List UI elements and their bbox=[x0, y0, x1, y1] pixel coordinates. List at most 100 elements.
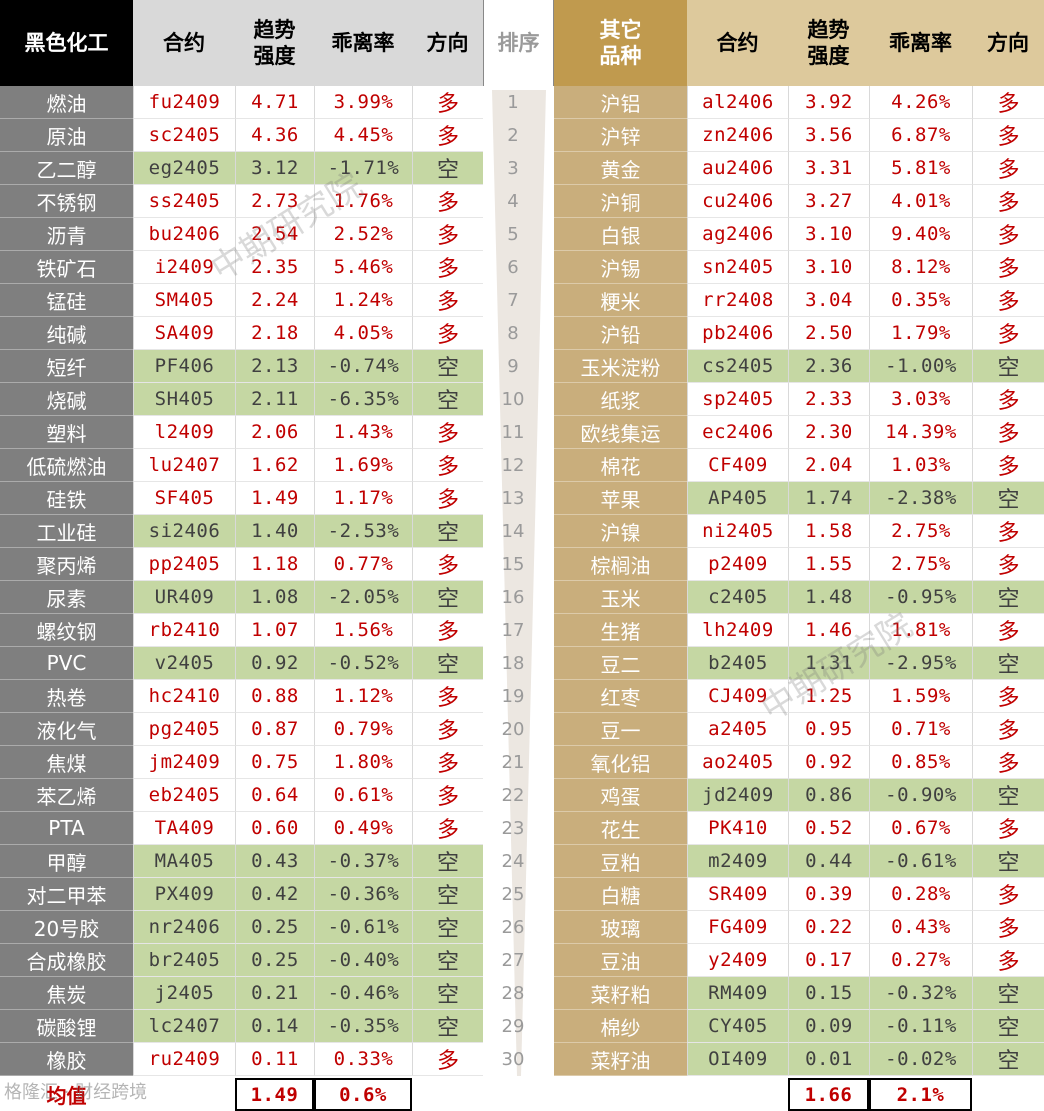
trend-cell: 0.14 bbox=[235, 1010, 314, 1043]
contract-cell: y2409 bbox=[687, 944, 788, 977]
contract-cell: SF405 bbox=[133, 482, 235, 515]
trend-cell: 0.86 bbox=[788, 779, 869, 812]
trend-cell: 0.17 bbox=[788, 944, 869, 977]
deviation-cell: -2.38% bbox=[869, 482, 972, 515]
deviation-cell: 2.52% bbox=[314, 218, 412, 251]
contract-cell: CF409 bbox=[687, 449, 788, 482]
commodity-name: 沪镍 bbox=[554, 515, 687, 548]
trend-cell: 1.40 bbox=[235, 515, 314, 548]
deviation-cell: 2.75% bbox=[869, 515, 972, 548]
trend-cell: 2.30 bbox=[788, 416, 869, 449]
contract-cell: j2405 bbox=[133, 977, 235, 1010]
direction-cell: 空 bbox=[972, 1043, 1044, 1076]
contract-cell: lc2407 bbox=[133, 1010, 235, 1043]
rank-cell: 19 bbox=[501, 686, 525, 707]
contract-cell: TA409 bbox=[133, 812, 235, 845]
deviation-cell: 9.40% bbox=[869, 218, 972, 251]
contract-cell: SR409 bbox=[687, 878, 788, 911]
direction-cell: 空 bbox=[412, 845, 483, 878]
trend-cell: 0.92 bbox=[788, 746, 869, 779]
commodity-name: 玉米淀粉 bbox=[554, 350, 687, 383]
deviation-cell: 1.24% bbox=[314, 284, 412, 317]
average-right-trend: 1.66 bbox=[788, 1078, 869, 1111]
deviation-cell: -0.61% bbox=[314, 911, 412, 944]
direction-cell: 多 bbox=[972, 680, 1044, 713]
rank-cell: 21 bbox=[501, 752, 525, 773]
deviation-cell: 1.79% bbox=[869, 317, 972, 350]
deviation-cell: -0.35% bbox=[314, 1010, 412, 1043]
deviation-cell: 0.43% bbox=[869, 911, 972, 944]
rank-cell: 6 bbox=[507, 257, 519, 278]
direction-cell: 空 bbox=[972, 779, 1044, 812]
contract-cell: al2406 bbox=[687, 86, 788, 119]
commodity-name: 菜籽油 bbox=[554, 1043, 687, 1076]
deviation-cell: 0.33% bbox=[314, 1043, 412, 1076]
trend-cell: 2.24 bbox=[235, 284, 314, 317]
contract-cell: pp2405 bbox=[133, 548, 235, 581]
deviation-cell: -0.02% bbox=[869, 1043, 972, 1076]
direction-cell: 空 bbox=[412, 647, 483, 680]
rank-cell: 18 bbox=[501, 653, 525, 674]
trend-cell: 2.73 bbox=[235, 185, 314, 218]
commodity-name: 合成橡胶 bbox=[0, 944, 133, 977]
deviation-cell: 0.61% bbox=[314, 779, 412, 812]
deviation-cell: -1.00% bbox=[869, 350, 972, 383]
direction-cell: 空 bbox=[412, 878, 483, 911]
direction-cell: 多 bbox=[412, 746, 483, 779]
rank-cell: 26 bbox=[501, 917, 525, 938]
average-left-deviation: 0.6% bbox=[314, 1078, 412, 1111]
commodity-name: 生猪 bbox=[554, 614, 687, 647]
direction-cell: 空 bbox=[972, 482, 1044, 515]
deviation-cell: 0.77% bbox=[314, 548, 412, 581]
commodity-name: 菜籽粕 bbox=[554, 977, 687, 1010]
trend-cell: 1.46 bbox=[788, 614, 869, 647]
trend-cell: 0.60 bbox=[235, 812, 314, 845]
deviation-cell: 1.76% bbox=[314, 185, 412, 218]
direction-cell: 多 bbox=[412, 548, 483, 581]
contract-cell: cs2405 bbox=[687, 350, 788, 383]
contract-header-right: 合约 bbox=[687, 0, 788, 86]
deviation-cell: 0.79% bbox=[314, 713, 412, 746]
deviation-cell: -0.11% bbox=[869, 1010, 972, 1043]
commodity-name: 沥青 bbox=[0, 218, 133, 251]
commodity-name: 乙二醇 bbox=[0, 152, 133, 185]
contract-cell: FG409 bbox=[687, 911, 788, 944]
trend-cell: 1.48 bbox=[788, 581, 869, 614]
trend-header-right: 趋势 强度 bbox=[788, 0, 869, 86]
rank-cell: 17 bbox=[501, 620, 525, 641]
commodity-name: 纯碱 bbox=[0, 317, 133, 350]
trend-cell: 3.04 bbox=[788, 284, 869, 317]
rank-cell: 28 bbox=[501, 983, 525, 1004]
commodity-name: 硅铁 bbox=[0, 482, 133, 515]
trend-cell: 0.52 bbox=[788, 812, 869, 845]
trend-cell: 2.50 bbox=[788, 317, 869, 350]
contract-header: 合约 bbox=[133, 0, 235, 86]
rank-cell: 22 bbox=[501, 785, 525, 806]
deviation-cell: -0.32% bbox=[869, 977, 972, 1010]
direction-cell: 多 bbox=[412, 416, 483, 449]
trend-cell: 0.39 bbox=[788, 878, 869, 911]
trend-cell: 2.35 bbox=[235, 251, 314, 284]
commodity-name: 豆二 bbox=[554, 647, 687, 680]
trend-cell: 3.92 bbox=[788, 86, 869, 119]
trend-cell: 1.31 bbox=[788, 647, 869, 680]
deviation-cell: 5.81% bbox=[869, 152, 972, 185]
deviation-cell: 1.03% bbox=[869, 449, 972, 482]
deviation-cell: -0.40% bbox=[314, 944, 412, 977]
deviation-cell: -0.95% bbox=[869, 581, 972, 614]
commodity-name: 纸浆 bbox=[554, 383, 687, 416]
direction-cell: 多 bbox=[412, 317, 483, 350]
deviation-cell: 0.71% bbox=[869, 713, 972, 746]
contract-cell: m2409 bbox=[687, 845, 788, 878]
trend-header: 趋势 强度 bbox=[235, 0, 314, 86]
contract-cell: ss2405 bbox=[133, 185, 235, 218]
contract-cell: bu2406 bbox=[133, 218, 235, 251]
direction-cell: 空 bbox=[412, 383, 483, 416]
deviation-cell: 0.35% bbox=[869, 284, 972, 317]
commodity-name: 碳酸锂 bbox=[0, 1010, 133, 1043]
direction-cell: 多 bbox=[412, 680, 483, 713]
commodity-name: 锰硅 bbox=[0, 284, 133, 317]
trend-cell: 2.06 bbox=[235, 416, 314, 449]
direction-cell: 空 bbox=[412, 911, 483, 944]
contract-cell: lu2407 bbox=[133, 449, 235, 482]
